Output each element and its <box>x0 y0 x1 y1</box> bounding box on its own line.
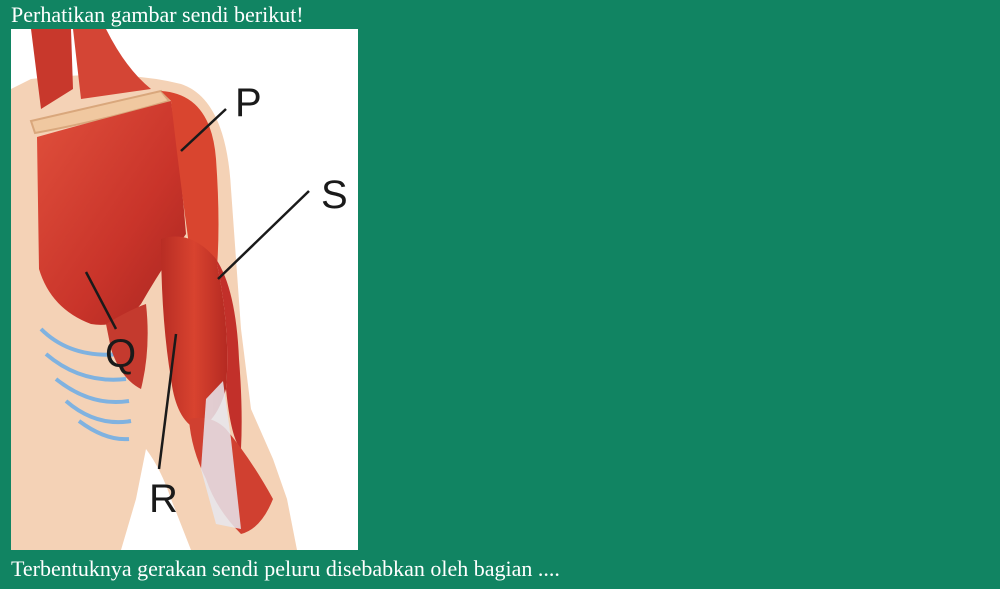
label-pointers <box>84 108 310 470</box>
pectoral-muscle <box>37 101 186 325</box>
ribs <box>39 327 132 442</box>
trapezius-muscle <box>73 29 151 99</box>
label-q: Q <box>105 332 136 376</box>
triceps-muscle <box>216 259 242 449</box>
label-p: P <box>235 81 262 125</box>
deltoid-muscle <box>161 91 219 279</box>
pointer-r <box>157 333 178 470</box>
neck-muscle <box>31 29 73 109</box>
pointer-s <box>217 190 310 280</box>
serratus-muscle <box>106 304 148 389</box>
label-r: R <box>149 477 178 521</box>
question-stem: Terbentuknya gerakan sendi peluru diseba… <box>11 556 560 581</box>
shoulder-muscle-figure: P S Q R <box>11 29 358 550</box>
pointer-p <box>180 108 227 152</box>
pointer-q <box>84 271 118 330</box>
label-s: S <box>321 173 348 217</box>
tendon <box>201 381 241 529</box>
clavicle <box>29 89 171 135</box>
question-intro: Perhatikan gambar sendi berikut! <box>11 2 304 27</box>
muscle-illustration: P S Q R <box>11 29 348 550</box>
biceps-muscle <box>161 236 228 429</box>
